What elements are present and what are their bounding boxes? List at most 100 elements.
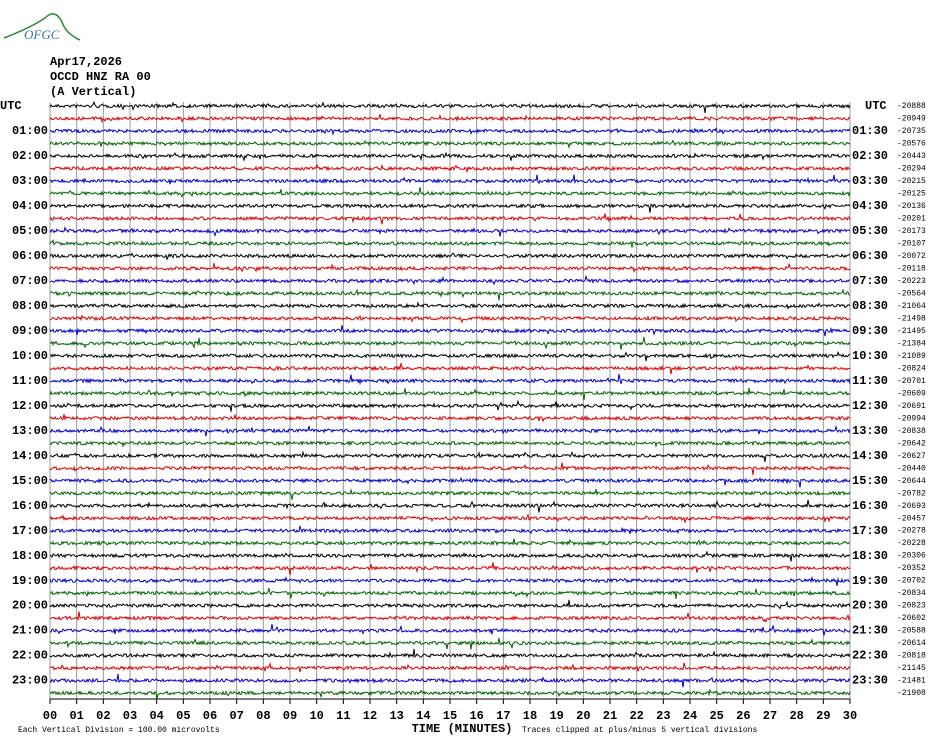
right-label: 11:30 xyxy=(852,374,888,388)
offset-label: -20228 xyxy=(897,539,926,548)
left-label: 15:00 xyxy=(12,474,48,488)
right-label: 19:30 xyxy=(852,574,888,588)
right-label: 02:30 xyxy=(852,149,888,163)
trace xyxy=(49,550,851,562)
x-tick-label: 10 xyxy=(309,709,323,723)
offset-label: -20693 xyxy=(897,502,926,511)
x-tick-label: 22 xyxy=(629,709,643,723)
offset-label: -20201 xyxy=(897,215,926,224)
offset-label: -20457 xyxy=(897,514,926,523)
right-label: 01:30 xyxy=(852,124,888,138)
trace xyxy=(49,673,851,688)
x-tick-label: 08 xyxy=(256,709,270,723)
trace xyxy=(49,424,851,437)
offset-label: -21481 xyxy=(897,677,926,686)
right-label: 15:30 xyxy=(852,474,888,488)
offset-label: -20735 xyxy=(897,127,926,136)
trace xyxy=(49,139,851,150)
offset-label: -21064 xyxy=(897,302,926,311)
offset-label: -20306 xyxy=(897,552,926,561)
x-tick-label: 21 xyxy=(603,709,617,723)
offset-label: -20949 xyxy=(897,115,926,124)
trace xyxy=(49,252,851,261)
right-label: 04:30 xyxy=(852,199,888,213)
offset-label: -20576 xyxy=(897,140,926,149)
x-tick-label: 14 xyxy=(416,709,430,723)
right-label: 05:30 xyxy=(852,224,888,238)
left-label: UTC xyxy=(0,99,22,113)
trace xyxy=(49,414,851,423)
left-label: 18:00 xyxy=(12,549,48,563)
trace xyxy=(49,513,851,524)
offset-label: -20443 xyxy=(897,152,926,161)
offset-label: -20691 xyxy=(897,402,926,411)
offset-label: -20588 xyxy=(897,627,926,636)
right-label: 09:30 xyxy=(852,324,888,338)
offset-label: -20823 xyxy=(897,602,926,611)
left-label: 12:00 xyxy=(12,399,48,413)
offset-label: -20136 xyxy=(897,202,926,211)
trace xyxy=(49,499,851,513)
trace xyxy=(49,387,851,401)
offset-label: -20614 xyxy=(897,639,926,648)
left-label: 14:00 xyxy=(12,449,48,463)
x-tick-label: 28 xyxy=(789,709,803,723)
trace xyxy=(49,399,851,412)
offset-label: -20609 xyxy=(897,389,926,398)
offset-label: -20627 xyxy=(897,452,926,461)
trace xyxy=(49,611,851,623)
x-tick-label: 20 xyxy=(576,709,590,723)
x-tick-label: 30 xyxy=(843,709,857,723)
trace xyxy=(49,288,851,301)
right-label: 12:30 xyxy=(852,399,888,413)
trace xyxy=(49,114,851,124)
x-tick-label: 18 xyxy=(523,709,537,723)
offset-label: -20118 xyxy=(897,264,926,273)
trace xyxy=(49,648,851,659)
offset-label: -20994 xyxy=(897,414,926,423)
x-tick-label: 15 xyxy=(443,709,457,723)
trace xyxy=(49,624,851,636)
left-label: 08:00 xyxy=(12,299,48,313)
offset-label: -20173 xyxy=(897,227,926,236)
x-tick-label: 07 xyxy=(229,709,243,723)
offset-label: -20644 xyxy=(897,477,926,486)
logo-mark xyxy=(3,13,81,41)
offset-label: -20278 xyxy=(897,527,926,536)
left-label: 21:00 xyxy=(12,624,48,638)
left-label: 23:00 xyxy=(12,674,48,688)
offset-label: -20701 xyxy=(897,377,926,386)
trace xyxy=(49,274,851,286)
trace xyxy=(49,476,851,488)
right-label: 17:30 xyxy=(852,524,888,538)
offset-label: -20352 xyxy=(897,564,926,573)
trace xyxy=(49,325,851,337)
trace xyxy=(50,202,851,213)
right-label: 13:30 xyxy=(852,424,888,438)
x-tick-label: 03 xyxy=(123,709,137,723)
offset-label: -20818 xyxy=(897,652,926,661)
left-label: 06:00 xyxy=(12,249,48,263)
x-title: TIME (MINUTES) xyxy=(412,722,513,736)
offset-label: -20642 xyxy=(897,439,926,448)
trace xyxy=(49,362,851,375)
right-label: 20:30 xyxy=(852,599,888,613)
x-tick-label: 02 xyxy=(96,709,110,723)
left-label: 10:00 xyxy=(12,349,48,363)
trace xyxy=(49,151,851,162)
right-label: 14:30 xyxy=(852,449,888,463)
trace xyxy=(49,688,851,700)
trace xyxy=(49,163,850,174)
x-tick-label: 25 xyxy=(709,709,723,723)
trace xyxy=(49,262,851,274)
offset-label: -20440 xyxy=(897,464,926,473)
offset-label: -20107 xyxy=(897,239,926,248)
x-tick-label: 24 xyxy=(683,709,697,723)
offset-label: -21908 xyxy=(897,689,926,698)
trace xyxy=(49,187,851,198)
x-tick-label: 27 xyxy=(763,709,777,723)
left-label: 19:00 xyxy=(12,574,48,588)
x-tick-label: 12 xyxy=(363,709,377,723)
trace xyxy=(49,336,851,350)
offset-label: -21089 xyxy=(897,352,926,361)
